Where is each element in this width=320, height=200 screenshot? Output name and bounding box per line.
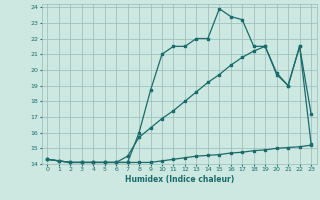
X-axis label: Humidex (Indice chaleur): Humidex (Indice chaleur) [124,175,234,184]
